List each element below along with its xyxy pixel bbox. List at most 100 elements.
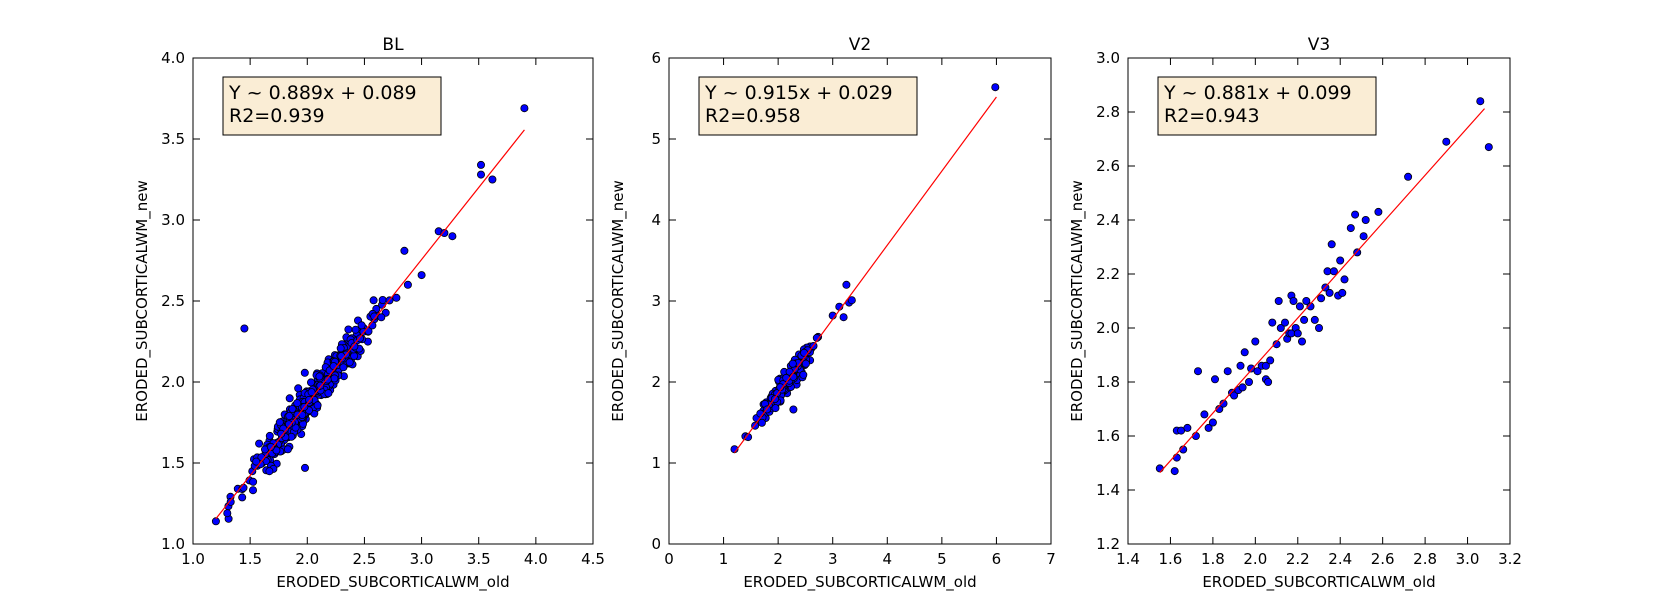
plot-frame — [1127, 57, 1511, 545]
x-tick-label: 1.0 — [181, 550, 205, 568]
data-point — [1442, 137, 1451, 146]
data-point — [488, 175, 497, 184]
data-point — [1223, 367, 1232, 376]
annotation-text: Y ~ 0.881x + 0.099 — [1163, 82, 1352, 104]
data-point — [283, 445, 292, 454]
data-point — [255, 439, 264, 448]
y-tick-label: 2.2 — [1096, 265, 1120, 283]
data-point — [403, 280, 412, 289]
y-tick-label: 2.0 — [1096, 319, 1120, 337]
data-point — [265, 431, 274, 440]
y-tick-label: 6 — [651, 49, 661, 67]
x-tick-label: 2.6 — [1371, 550, 1395, 568]
x-tick-label: 2.4 — [1328, 550, 1352, 568]
data-point — [226, 497, 235, 506]
x-tick-label: 3.5 — [467, 550, 491, 568]
data-point — [1298, 337, 1307, 346]
data-point — [369, 296, 378, 305]
subplot-v3: 1.4 1.6 1.8 2.0 2.2 2.4 2.6 2.8 3.0 3.21.21.41.61… — [1068, 35, 1522, 592]
data-point — [1276, 323, 1285, 332]
y-tick-label: 0 — [651, 535, 661, 553]
data-point — [476, 170, 485, 179]
y-tick-label: 1.2 — [1096, 535, 1120, 553]
data-point — [1295, 302, 1304, 311]
data-point — [1310, 315, 1319, 324]
data-point — [300, 463, 309, 472]
data-point — [306, 378, 315, 387]
data-point — [1266, 356, 1275, 365]
x-tick-label: 6 — [992, 550, 1002, 568]
data-point — [1236, 361, 1245, 370]
x-tick-label: 4.5 — [581, 550, 605, 568]
y-tick-label: 2.5 — [161, 292, 185, 310]
data-point — [799, 370, 808, 379]
x-tick-label: 3 — [828, 550, 838, 568]
subplot-title: BL — [382, 35, 404, 55]
data-point — [324, 389, 333, 398]
data-point — [329, 362, 338, 371]
data-point — [1253, 367, 1262, 376]
data-point — [1170, 467, 1179, 476]
data-point — [847, 296, 856, 305]
data-point — [313, 401, 322, 410]
subplot-bl: 1.0 1.5 2.0 2.5 3.0 3.5 4.0 4.5 1.0 1.5 2.0 2.5 3.0 3… — [133, 35, 605, 592]
data-point — [782, 373, 791, 382]
data-point — [1374, 207, 1383, 216]
data-point — [307, 388, 316, 397]
data-point — [801, 359, 810, 368]
data-point — [440, 228, 449, 237]
x-tick-label: 3.2 — [1498, 550, 1522, 568]
y-tick-label: 2.6 — [1096, 157, 1120, 175]
data-point — [771, 404, 780, 413]
data-point — [339, 363, 348, 372]
data-point — [1200, 410, 1209, 419]
annotation-box — [222, 76, 442, 136]
data-point — [1238, 383, 1247, 392]
data-point — [1329, 267, 1338, 276]
data-point — [1183, 423, 1192, 432]
data-point — [350, 351, 359, 360]
data-point — [991, 83, 1000, 92]
annotation-text: Y ~ 0.889x + 0.089 — [228, 82, 417, 104]
annotation-text: R2=0.958 — [705, 105, 801, 127]
y-axis-label: ERODED_SUBCORTICALWM_new — [609, 180, 628, 422]
x-tick-label: 3.0 — [410, 550, 434, 568]
data-point — [344, 325, 353, 334]
annotation-box — [1157, 76, 1377, 136]
data-point — [1211, 375, 1220, 384]
data-point — [350, 342, 359, 351]
x-axis-label: ERODED_SUBCORTICALWM_old — [276, 573, 509, 592]
x-axis-label: ERODED_SUBCORTICALWM_old — [1202, 573, 1435, 592]
subplot-v2: 0 1 2 3 4 5 6 7 0 1 2 3 4 5 6 V2 ERODED_SUBCORTICALWM_ol… — [609, 35, 1056, 592]
x-tick-label: 1.5 — [238, 550, 262, 568]
data-point — [789, 405, 798, 414]
data-point — [1404, 172, 1413, 181]
data-point — [788, 359, 797, 368]
data-point — [1351, 210, 1360, 219]
annotation-text: R2=0.939 — [229, 105, 325, 127]
data-point — [1261, 361, 1270, 370]
x-axis-label: ERODED_SUBCORTICALWM_old — [743, 573, 976, 592]
data-point — [1240, 348, 1249, 357]
data-point — [1204, 423, 1213, 432]
data-point — [392, 293, 401, 302]
data-point — [277, 429, 286, 438]
data-point — [476, 160, 485, 169]
data-point — [1484, 143, 1493, 152]
data-point — [238, 493, 247, 502]
data-point — [1476, 97, 1485, 106]
data-point — [293, 399, 302, 408]
y-axis-label: ERODED_SUBCORTICALWM_new — [133, 180, 152, 422]
data-point — [1208, 418, 1217, 427]
data-point — [300, 368, 309, 377]
x-tick-label: 1.4 — [1116, 550, 1140, 568]
y-tick-label: 4.0 — [161, 49, 185, 67]
data-point — [520, 104, 529, 113]
data-layer — [211, 104, 529, 526]
data-point — [378, 295, 387, 304]
data-layer — [1155, 97, 1493, 476]
data-point — [417, 271, 426, 280]
subplot-title: V3 — [1308, 35, 1330, 55]
data-point — [1325, 288, 1334, 297]
x-tick-label: 1.6 — [1159, 550, 1183, 568]
